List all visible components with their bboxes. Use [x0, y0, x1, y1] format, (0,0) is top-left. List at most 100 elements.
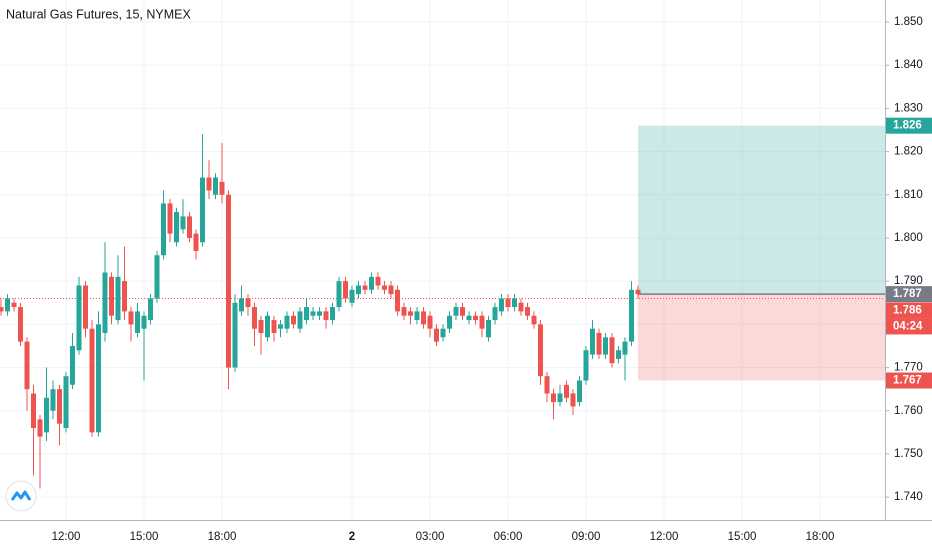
candle-body	[148, 298, 153, 321]
candle-body	[323, 311, 329, 321]
candle-body	[271, 320, 277, 333]
candle-body	[44, 397, 49, 433]
y-tick-label: 1.820	[894, 146, 923, 158]
candle-body	[63, 376, 69, 429]
candle-body	[174, 212, 179, 243]
y-tick-label: 1.740	[894, 491, 923, 503]
x-tick-label: 06:00	[494, 531, 523, 543]
candle-body	[492, 307, 498, 321]
candle-body	[297, 311, 303, 329]
candle-body	[200, 177, 205, 243]
candle-body	[356, 285, 361, 295]
candle-body	[258, 320, 264, 333]
x-tick-label: 18:00	[208, 531, 237, 543]
y-tick-label: 1.750	[894, 448, 923, 460]
candle-body	[544, 376, 550, 394]
entry-tag-bg	[886, 286, 932, 303]
candle-body	[440, 328, 446, 338]
candle-body	[362, 285, 368, 290]
x-tick-label: 18:00	[806, 531, 835, 543]
candle-body	[291, 315, 296, 325]
candle-body	[557, 393, 563, 403]
candle-body	[317, 311, 322, 316]
x-tick-label: 15:00	[130, 531, 159, 543]
candle-body	[460, 307, 465, 316]
candle-body	[265, 315, 270, 338]
candle-body	[57, 389, 62, 424]
countdown-bg	[886, 318, 932, 335]
candle-body	[564, 384, 569, 398]
x-tick-label: 09:00	[572, 531, 601, 543]
candle-body	[388, 285, 394, 295]
candle-body	[336, 281, 342, 308]
candle-body	[505, 298, 511, 308]
y-tick-label: 1.790	[894, 275, 923, 287]
x-tick-label: 12:00	[650, 531, 679, 543]
candle-body	[187, 216, 192, 238]
candle-body	[206, 177, 212, 191]
y-tick-label: 1.810	[894, 189, 923, 201]
candle-body	[401, 307, 407, 316]
countdown: 04:24	[893, 320, 923, 332]
candle-body	[180, 216, 186, 230]
candle-body	[447, 315, 452, 329]
candle-body	[239, 298, 244, 312]
candle-body	[414, 311, 420, 321]
candle-body	[11, 302, 17, 308]
candle-body	[245, 298, 251, 308]
candle-body	[590, 328, 595, 355]
last-price-tag: 1.786	[893, 304, 922, 316]
candle-body	[31, 393, 36, 429]
y-tick-label: 1.830	[894, 102, 923, 114]
target-zone	[638, 125, 885, 295]
candle-body	[89, 328, 95, 433]
candle-body	[453, 307, 459, 316]
candle-body	[102, 272, 108, 333]
candle-body	[330, 307, 335, 321]
candle-body	[596, 332, 602, 355]
candle-body	[369, 276, 374, 290]
candle-body	[518, 302, 524, 312]
candle-body	[408, 311, 413, 316]
candle-body	[551, 393, 556, 403]
candle-body	[0, 307, 4, 312]
candle-body	[50, 389, 56, 411]
candle-body	[115, 276, 121, 321]
candle-body	[284, 315, 290, 329]
target-tag-bg	[886, 117, 932, 134]
candle-body	[252, 307, 257, 329]
candle-body	[83, 285, 88, 329]
candle-body	[531, 315, 537, 325]
candle-body	[577, 380, 582, 403]
candle-body	[538, 324, 543, 377]
candle-body	[343, 281, 348, 299]
candle-body	[154, 255, 160, 299]
candle-body	[70, 345, 75, 385]
y-tick-label: 1.770	[894, 362, 923, 374]
stop-tag-bg	[886, 372, 932, 389]
x-tick-label: 12:00	[52, 531, 81, 543]
candle-body	[5, 298, 10, 312]
candle-body	[375, 276, 381, 286]
chart-title: Natural Gas Futures, 15, NYMEX	[6, 7, 191, 21]
candle-body	[24, 341, 30, 390]
y-tick-label: 1.800	[894, 232, 923, 244]
x-tick-label: 15:00	[728, 531, 757, 543]
candle-body	[434, 328, 439, 342]
y-tick-label: 1.840	[894, 59, 923, 71]
stop-tag: 1.767	[893, 375, 922, 387]
candle-body	[37, 419, 43, 437]
candle-body	[629, 289, 634, 342]
candle-body	[466, 315, 472, 321]
candle-body	[278, 324, 283, 329]
x-tick-label: 2	[349, 531, 355, 543]
candle-body	[616, 350, 621, 359]
candle-body	[603, 337, 608, 355]
candle-body	[349, 289, 355, 303]
stop-zone	[638, 294, 885, 381]
candle-body	[219, 181, 225, 195]
candle-body	[427, 315, 433, 329]
x-tick-label: 03:00	[416, 531, 445, 543]
candle-body	[304, 307, 309, 321]
